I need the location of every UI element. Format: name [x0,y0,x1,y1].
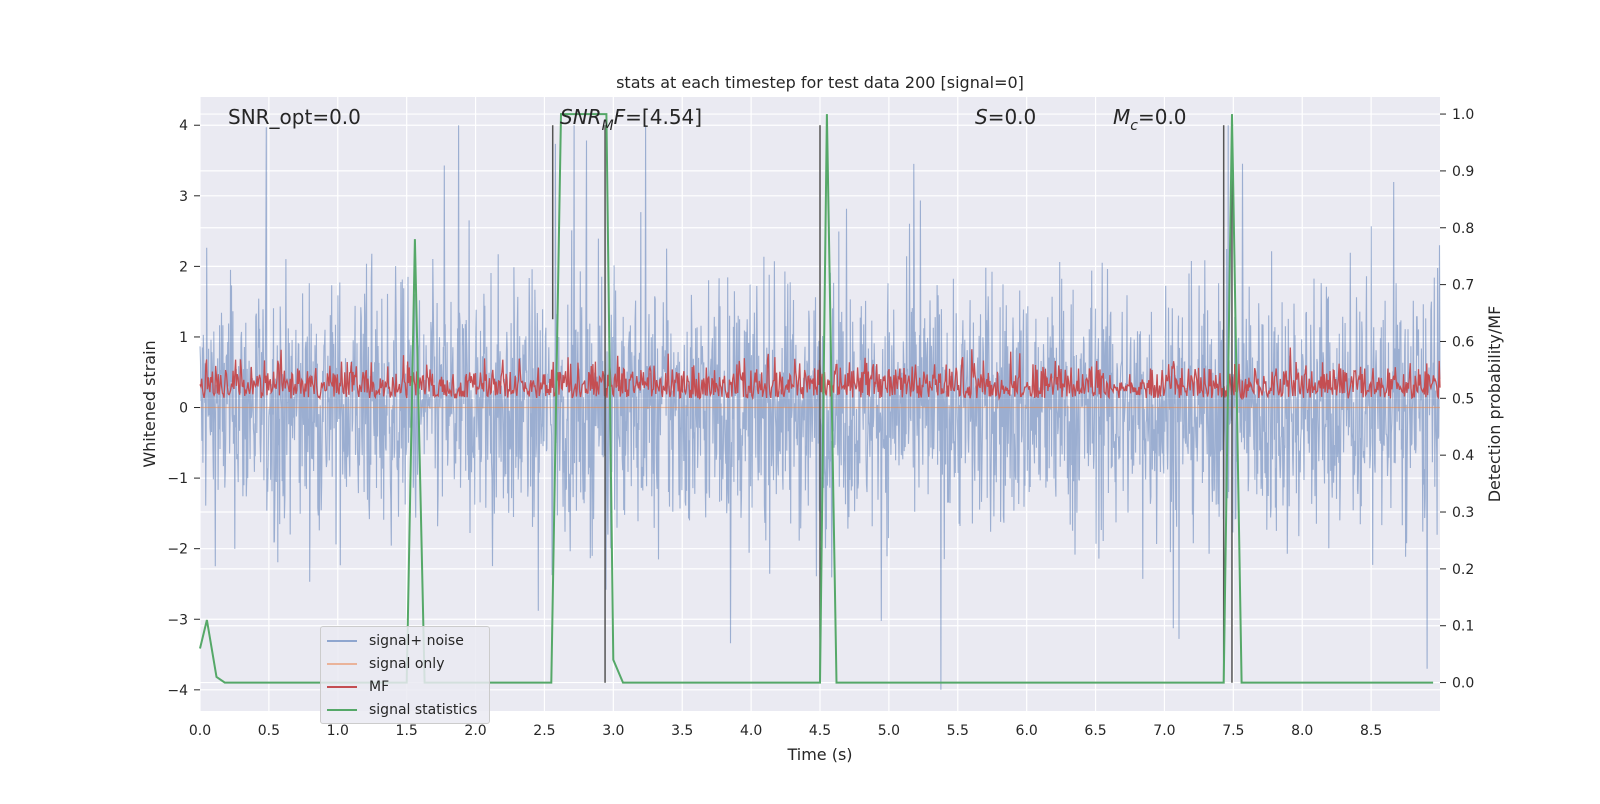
x-tick-label: 0.0 [189,723,211,739]
y-right-tick-label: 1.0 [1452,107,1474,123]
x-tick-label: 1.5 [396,723,418,739]
x-tick-label: 8.0 [1291,723,1313,739]
x-tick-label: 3.0 [602,723,624,739]
y-right-tick-label: 0.5 [1452,391,1474,407]
legend-label-signal-statistics: signal statistics [369,702,478,718]
vertical-markers [551,125,1233,683]
legend-swatch-signal-only [327,663,357,665]
y-tick-label: 0 [179,401,188,417]
y-right-tick-label: 0.7 [1452,278,1474,294]
legend-swatch-mf [327,686,357,688]
x-tick-label: 3.5 [671,723,693,739]
tick-labels: 0.0 0.5 1.0 1.5 2.0 2.5 3.0 3.5 4.0 4.5 5.0 5.5 6.0 6… [167,107,1474,739]
y-tick-label: 1 [179,330,188,346]
x-tick-label: 7.0 [1153,723,1175,739]
legend-label-signal-noise: signal+ noise [369,633,464,649]
x-tick-label: 8.5 [1360,723,1382,739]
x-tick-label: 6.0 [1016,723,1038,739]
y-tick-label: −2 [167,542,188,558]
x-tick-label: 2.5 [533,723,555,739]
x-axis-label: Time (s) [786,745,852,764]
annotation-snr-mf: SNRMF=[4.54] [560,105,702,134]
annotation-s: S=0.0 [975,105,1036,129]
x-tick-label: 2.0 [464,723,486,739]
annotation-mc: Mc=0.0 [1113,105,1187,134]
y-axis-right-label: Detection probability/MF [1485,306,1504,503]
x-tick-label: 0.5 [258,723,280,739]
x-tick-label: 5.0 [878,723,900,739]
y-right-tick-label: 0.8 [1452,221,1474,237]
x-tick-label: 5.5 [947,723,969,739]
chart-title: stats at each timestep for test data 200… [616,73,1024,92]
y-right-tick-label: 0.6 [1452,334,1474,350]
x-tick-label: 4.5 [809,723,831,739]
legend-item-signal-only: signal only [327,654,444,674]
legend-item-signal-noise: signal+ noise [327,631,464,651]
x-tick-label: 7.5 [1222,723,1244,739]
y-right-tick-label: 0.4 [1452,448,1474,464]
annotation-snr-opt: SNR_opt=0.0 [228,105,361,129]
legend-label-signal-only: signal only [369,656,445,672]
y-right-tick-label: 0.2 [1452,562,1474,578]
y-tick-label: −1 [167,471,188,487]
legend-swatch-signal-statistics [327,709,357,711]
y-tick-label: 3 [179,189,188,205]
legend-item-mf: MF [327,677,389,697]
legend-label-mf: MF [369,679,390,695]
y-right-tick-label: 0.1 [1452,619,1474,635]
y-tick-label: 4 [179,118,188,134]
y-tick-label: −4 [167,683,188,699]
y-right-tick-label: 0.9 [1452,164,1474,180]
y-right-tick-label: 0.3 [1452,505,1474,521]
series-signal-statistics [199,113,1434,684]
legend-swatch-signal-noise [327,640,357,642]
y-axis-label: Whitened strain [140,340,159,467]
y-right-tick-label: 0.0 [1452,676,1474,692]
x-tick-label: 4.0 [740,723,762,739]
y-tick-label: −3 [167,612,188,628]
legend-item-signal-statistics: signal statistics [327,700,477,720]
legend: signal+ noise signal only MF signal stat… [320,626,490,724]
x-tick-label: 6.5 [1084,723,1106,739]
signal-statistics-line [199,113,1434,684]
y-tick-label: 2 [179,259,188,275]
x-tick-label: 1.0 [327,723,349,739]
